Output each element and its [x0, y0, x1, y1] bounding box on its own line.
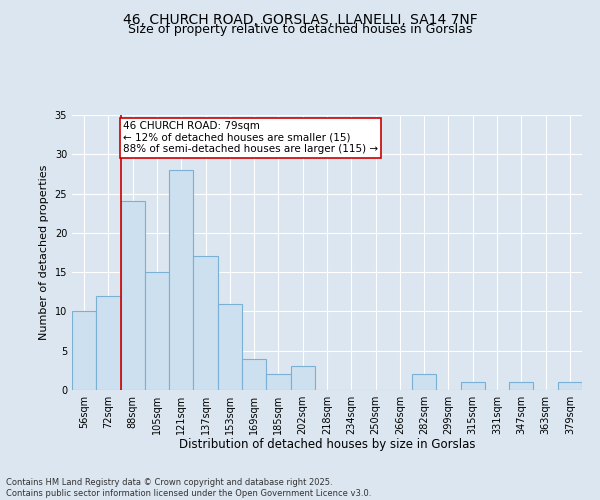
Y-axis label: Number of detached properties: Number of detached properties — [39, 165, 49, 340]
Bar — [412, 374, 436, 390]
Text: 46 CHURCH ROAD: 79sqm
← 12% of detached houses are smaller (15)
88% of semi-deta: 46 CHURCH ROAD: 79sqm ← 12% of detached … — [123, 122, 378, 154]
Bar — [242, 358, 266, 390]
X-axis label: Distribution of detached houses by size in Gorslas: Distribution of detached houses by size … — [179, 438, 475, 452]
Bar — [193, 256, 218, 390]
Bar — [461, 382, 485, 390]
Bar — [169, 170, 193, 390]
Bar — [145, 272, 169, 390]
Bar — [558, 382, 582, 390]
Text: 46, CHURCH ROAD, GORSLAS, LLANELLI, SA14 7NF: 46, CHURCH ROAD, GORSLAS, LLANELLI, SA14… — [122, 12, 478, 26]
Text: Contains HM Land Registry data © Crown copyright and database right 2025.
Contai: Contains HM Land Registry data © Crown c… — [6, 478, 371, 498]
Bar — [72, 312, 96, 390]
Bar — [96, 296, 121, 390]
Bar — [266, 374, 290, 390]
Bar — [509, 382, 533, 390]
Bar — [121, 202, 145, 390]
Text: Size of property relative to detached houses in Gorslas: Size of property relative to detached ho… — [128, 24, 472, 36]
Bar — [218, 304, 242, 390]
Bar — [290, 366, 315, 390]
